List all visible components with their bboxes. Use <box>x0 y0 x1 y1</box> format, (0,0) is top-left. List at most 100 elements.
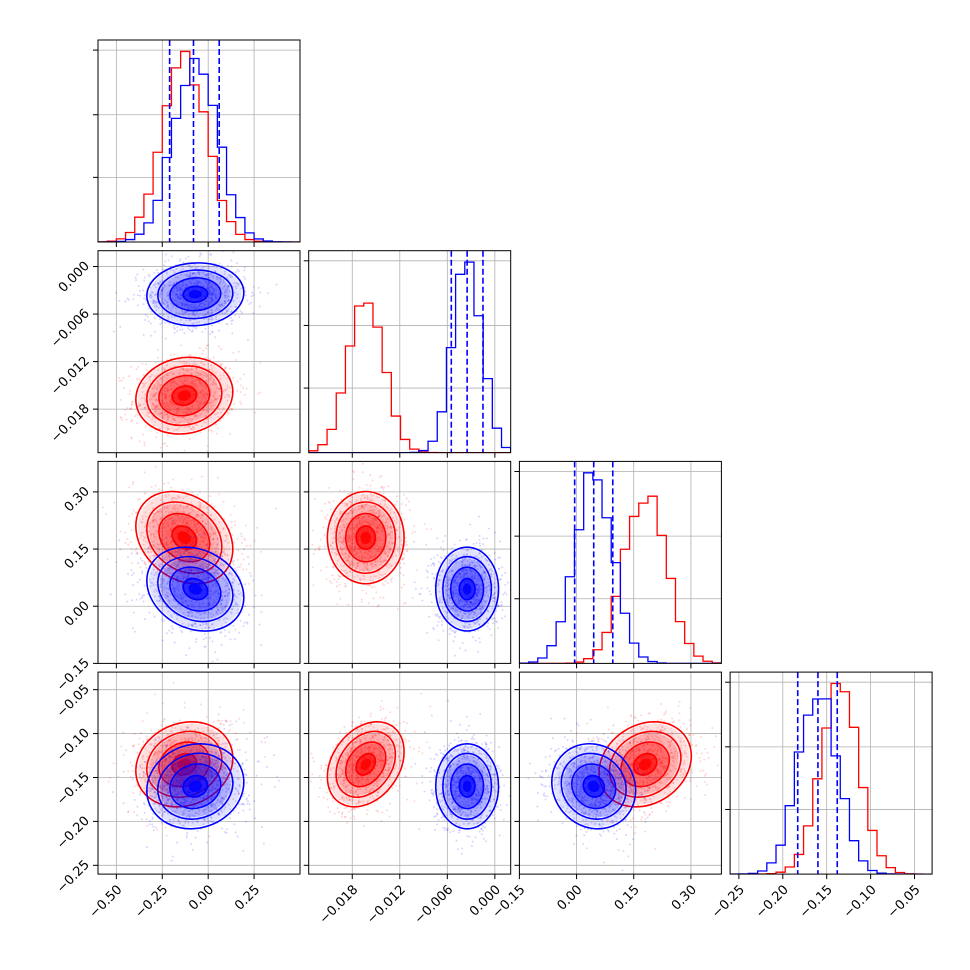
scatter-point <box>184 570 187 573</box>
scatter-point <box>335 563 338 566</box>
scatter-point <box>185 515 188 518</box>
scatter-point <box>167 307 170 310</box>
scatter-point <box>185 303 188 306</box>
scatter-point <box>384 521 387 524</box>
scatter-point <box>181 515 184 518</box>
scatter-point <box>198 391 201 394</box>
scatter-point <box>203 531 206 534</box>
scatter-point <box>194 605 197 608</box>
scatter-point <box>183 305 186 308</box>
scatter-point <box>223 548 226 551</box>
scatter-point <box>253 606 256 609</box>
scatter-point <box>239 377 242 380</box>
scatter-point <box>167 610 170 613</box>
scatter-point <box>176 276 179 279</box>
scatter-point <box>373 526 376 529</box>
scatter-point <box>177 286 180 289</box>
scatter-point <box>180 517 183 520</box>
scatter-point <box>214 532 217 535</box>
scatter-point <box>367 602 370 605</box>
scatter-point <box>167 524 170 527</box>
scatter-point <box>348 528 351 531</box>
scatter-point <box>146 410 149 413</box>
scatter-point <box>249 571 252 574</box>
scatter-point <box>176 551 179 554</box>
scatter-point <box>201 302 204 305</box>
panel-background <box>98 461 300 664</box>
scatter-point <box>227 395 230 398</box>
scatter-point <box>340 541 343 544</box>
scatter-point <box>165 533 168 536</box>
scatter-point <box>211 555 214 558</box>
scatter-point <box>175 428 178 431</box>
scatter-point <box>187 569 190 572</box>
scatter-point <box>342 540 345 543</box>
scatter-point <box>209 374 212 377</box>
scatter-point <box>380 547 383 550</box>
scatter-point <box>378 550 381 553</box>
scatter-point <box>236 296 239 299</box>
scatter-point <box>176 303 179 306</box>
scatter-point <box>165 271 168 274</box>
scatter-point <box>160 288 163 291</box>
scatter-point <box>348 555 351 558</box>
scatter-point <box>216 544 219 547</box>
scatter-point <box>369 499 372 502</box>
scatter-point <box>223 579 226 582</box>
scatter-point <box>167 428 170 431</box>
scatter-point <box>163 404 166 407</box>
scatter-point <box>170 540 173 543</box>
scatter-point <box>190 507 193 510</box>
scatter-point <box>209 416 212 419</box>
scatter-point <box>226 583 229 586</box>
scatter-point <box>249 544 252 547</box>
scatter-point <box>228 588 231 591</box>
scatter-point <box>170 255 173 258</box>
scatter-point <box>491 594 494 597</box>
scatter-point <box>193 282 196 285</box>
scatter-point <box>342 564 345 567</box>
scatter-point <box>225 376 228 379</box>
scatter-point <box>165 573 168 576</box>
scatter-point <box>161 522 164 525</box>
scatter-point <box>454 599 457 602</box>
scatter-point <box>211 583 214 586</box>
scatter-point <box>204 387 207 390</box>
scatter-point <box>442 540 445 543</box>
scatter-point <box>382 488 385 491</box>
scatter-point <box>236 537 239 540</box>
scatter-point <box>346 505 349 508</box>
scatter-point <box>167 511 170 514</box>
scatter-point <box>190 568 193 571</box>
scatter-point <box>163 264 166 267</box>
scatter-point <box>220 603 223 606</box>
scatter-point <box>370 494 373 497</box>
scatter-point <box>203 532 206 535</box>
scatter-point <box>162 416 165 419</box>
scatter-point <box>187 623 190 626</box>
scatter-point <box>476 602 479 605</box>
scatter-point <box>172 502 175 505</box>
scatter-point <box>208 555 211 558</box>
scatter-point <box>338 512 341 515</box>
scatter-point <box>139 578 142 581</box>
scatter-point <box>206 566 209 569</box>
scatter-point <box>360 519 363 522</box>
scatter-point <box>360 506 363 509</box>
scatter-point <box>127 572 130 575</box>
scatter-point <box>368 515 371 518</box>
scatter-point <box>189 419 192 422</box>
scatter-point <box>191 273 194 276</box>
scatter-point <box>188 282 191 285</box>
scatter-point <box>338 540 341 543</box>
scatter-point <box>376 527 379 530</box>
scatter-point <box>171 605 174 608</box>
scatter-point <box>176 330 179 333</box>
scatter-point <box>191 541 194 544</box>
scatter-point <box>165 537 168 540</box>
scatter-point <box>351 538 354 541</box>
scatter-point <box>187 306 190 309</box>
scatter-point <box>364 565 367 568</box>
scatter-point <box>438 597 441 600</box>
scatter-point <box>485 617 488 620</box>
